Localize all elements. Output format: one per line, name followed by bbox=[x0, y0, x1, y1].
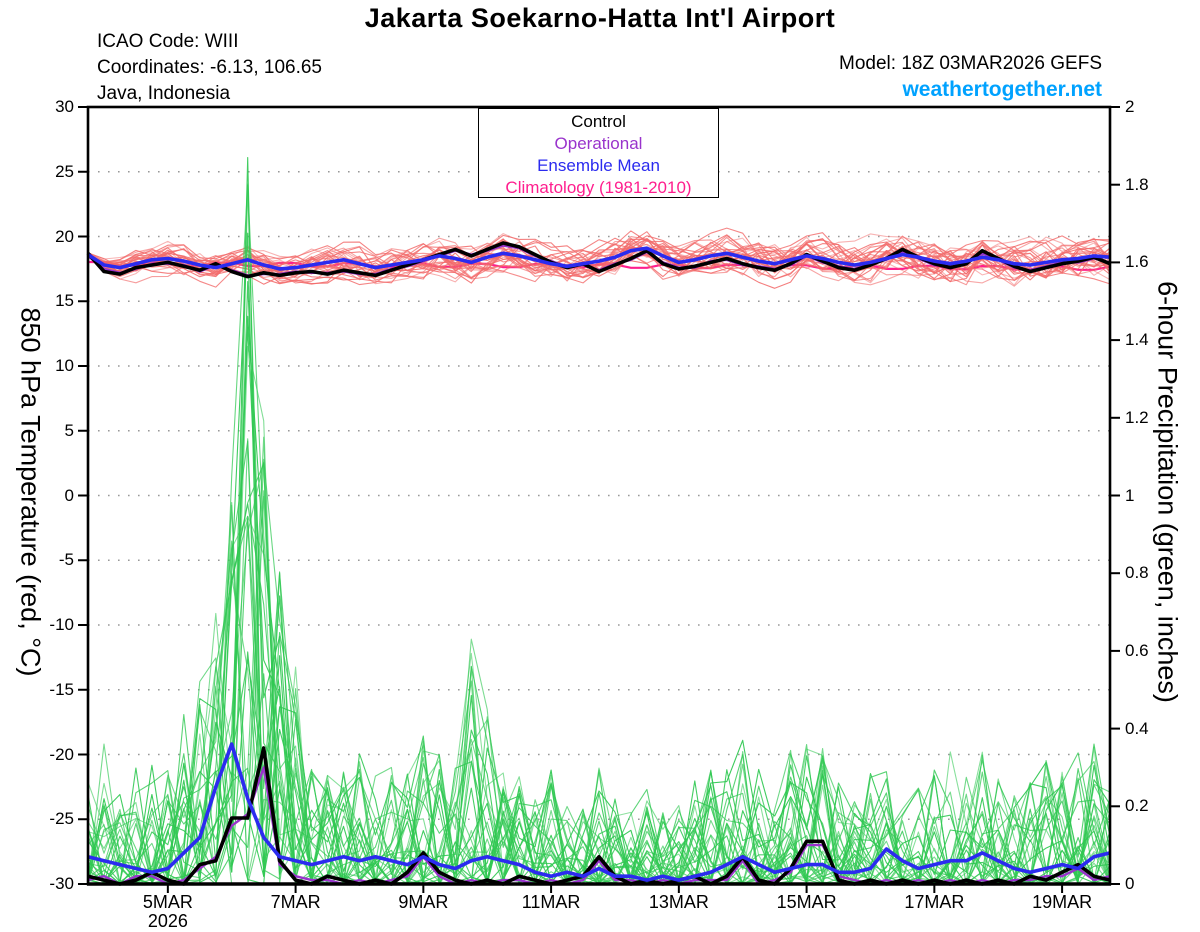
station-region: Java, Indonesia bbox=[97, 83, 231, 104]
legend-item-operational: Operational bbox=[554, 134, 643, 153]
precip-ensemble-member bbox=[87, 232, 1111, 885]
control-precip-line bbox=[87, 746, 1111, 886]
precip-ensemble-member bbox=[87, 659, 1111, 885]
precip-ensemble-member bbox=[87, 572, 1111, 885]
temp-ensemble-member bbox=[87, 242, 1111, 285]
temp-ensemble-member bbox=[87, 233, 1111, 281]
precip-ensemble-member bbox=[87, 503, 1111, 885]
model-info: Model: 18Z 03MAR2026 GEFS weathertogethe… bbox=[839, 51, 1102, 103]
site-watermark: weathertogether.net bbox=[902, 78, 1102, 101]
chart-title: Jakarta Soekarno-Hatta Int'l Airport bbox=[364, 3, 836, 33]
ensemble-mean-precip-line bbox=[87, 742, 1111, 882]
station-coordinates: Coordinates: -6.13, 106.65 bbox=[97, 57, 322, 78]
precip-ensemble-member bbox=[87, 595, 1111, 885]
ensemble-mean-temp-line bbox=[87, 246, 1111, 271]
temp-ensemble-member bbox=[87, 239, 1111, 286]
precip-ensemble-member bbox=[87, 184, 1111, 885]
axis-frame bbox=[78, 105, 1120, 893]
control-temp-line bbox=[86, 241, 1111, 279]
legend-item-ensemble-mean: Ensemble Mean bbox=[537, 156, 660, 175]
legend-item-climatology: Climatology (1981-2010) bbox=[505, 178, 692, 197]
legend-box: Control Operational Ensemble Mean Climat… bbox=[478, 108, 719, 198]
model-run-label: Model: 18Z 03MAR2026 GEFS bbox=[839, 53, 1102, 74]
y-axis-label-right: 6-hour Precipitation (green, inches) bbox=[1152, 281, 1183, 703]
legend-item-control: Control bbox=[571, 112, 626, 131]
precip-ensemble-member bbox=[87, 461, 1111, 885]
station-info: ICAO Code: WIII Coordinates: -6.13, 106.… bbox=[97, 29, 322, 107]
station-icao: ICAO Code: WIII bbox=[97, 31, 239, 52]
temp-ensemble-member bbox=[87, 238, 1111, 285]
y-axis-label-left: 850 hPa Temperature (red, °C) bbox=[15, 307, 46, 677]
